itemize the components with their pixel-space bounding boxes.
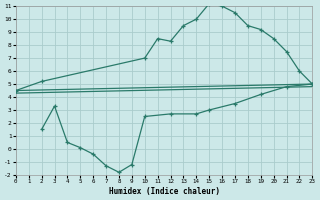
- X-axis label: Humidex (Indice chaleur): Humidex (Indice chaleur): [108, 187, 220, 196]
